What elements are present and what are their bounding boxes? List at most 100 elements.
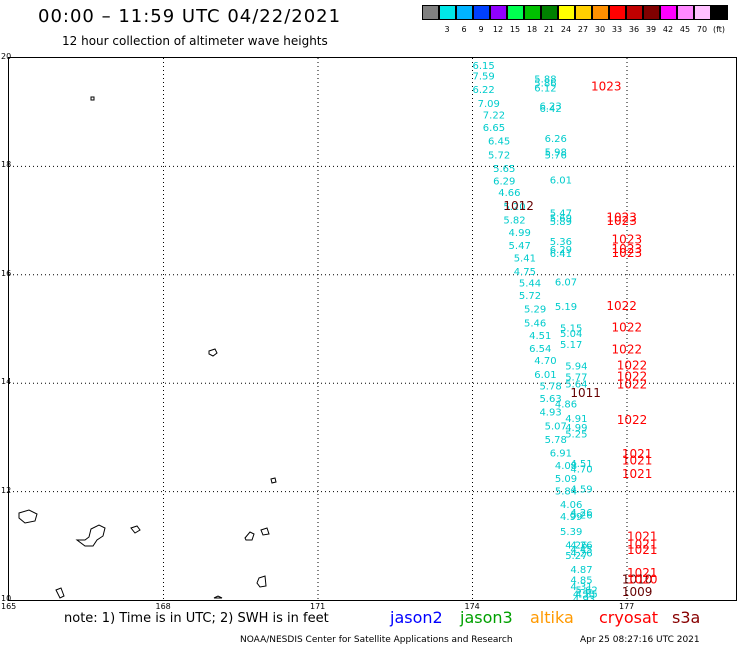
legend-cryosat: cryosat (599, 608, 659, 627)
swh-reading: 4.91 (565, 414, 587, 425)
legend-s3a: s3a (672, 608, 701, 627)
swh-reading: 5.25 (565, 429, 587, 440)
swh-reading: 6.12 (534, 84, 556, 95)
swh-reading: 6.07 (555, 278, 577, 289)
swh-reading: 5.20 (503, 202, 525, 213)
scale-swatch (592, 5, 609, 20)
swh-reading: 6.26 (545, 134, 567, 145)
pressure-reading: 1022 (617, 413, 648, 427)
swh-reading: 5.09 (555, 474, 577, 485)
swh-reading: 5.36 (550, 237, 572, 248)
scale-swatch (609, 5, 626, 20)
footer-note: note: 1) Time is in UTC; 2) SWH is in fe… (64, 611, 329, 626)
legend-jason3: jason3 (460, 608, 513, 627)
pressure-reading: 1020 (627, 573, 658, 587)
pressure-reading: 1010 (622, 573, 653, 587)
swh-reading: 4.99 (509, 228, 531, 239)
credit-line: NOAA/NESDIS Center for Satellite Applica… (240, 635, 513, 645)
swh-reading: 6.45 (488, 137, 510, 148)
scale-swatch (626, 5, 643, 20)
lon-label: 177 (619, 602, 635, 611)
swh-reading: 4.45 (570, 545, 592, 556)
pressure-reading: 1022 (617, 369, 648, 383)
scale-swatch (660, 5, 677, 20)
swh-reading: 6.01 (550, 176, 572, 187)
pressure-reading: 1023 (612, 246, 643, 260)
swh-reading: 5.47 (509, 241, 531, 252)
legend-jason2: jason2 (390, 608, 443, 627)
swh-reading: 6.41 (550, 249, 572, 260)
swh-reading: 6.29 (493, 176, 515, 187)
island-outline (18, 509, 38, 524)
scale-label: 15 (509, 25, 521, 34)
pressure-reading: 1023 (612, 242, 643, 256)
scale-label: (ft) (712, 25, 726, 34)
swh-reading: 4.93 (573, 595, 595, 600)
swh-reading: 7.22 (483, 111, 505, 122)
pressure-reading: 1021 (627, 566, 658, 580)
swh-reading: 5.26 (570, 511, 592, 522)
swh-reading: 5.86 (534, 79, 556, 90)
pressure-reading: 1021 (622, 447, 653, 461)
island-outline (130, 525, 141, 534)
scale-swatch (558, 5, 575, 20)
pressure-reading: 1023 (591, 80, 622, 94)
swh-reading: 6.65 (483, 123, 505, 134)
swh-reading: 5.44 (519, 279, 541, 290)
pressure-reading: 1021 (627, 529, 658, 543)
pressure-reading: 1022 (617, 359, 648, 373)
swh-reading: 7.59 (473, 72, 495, 83)
swh-reading: 4.99 (560, 512, 582, 523)
map-subtitle: 12 hour collection of altimeter wave hei… (62, 34, 328, 48)
swh-reading: 6.54 (529, 344, 551, 355)
swh-reading: 5.19 (555, 302, 577, 313)
scale-label: 36 (628, 25, 640, 34)
swh-reading: 4.51 (529, 331, 551, 342)
scale-swatch (575, 5, 592, 20)
pressure-reading: 1023 (612, 232, 643, 246)
swh-reading: 4.26 (570, 549, 592, 560)
pressure-reading: 1021 (627, 538, 658, 552)
lat-label: 16 (1, 268, 12, 278)
pressure-reading: 1022 (612, 321, 643, 335)
swh-reading: 4.99 (565, 423, 587, 434)
swh-reading: 4.70 (534, 356, 556, 367)
swh-reading: 5.72 (488, 150, 510, 161)
swh-reading: 4.08 (555, 461, 577, 472)
scale-swatch (490, 5, 507, 20)
swh-reading: 6.91 (550, 448, 572, 459)
island-outline (55, 587, 65, 599)
swh-reading: 6.22 (473, 85, 495, 96)
lat-label: 14 (1, 377, 12, 387)
swh-reading: 7.09 (478, 99, 500, 110)
scale-label: 9 (478, 25, 484, 34)
map-title: 00:00 – 11:59 UTC 04/22/2021 (38, 6, 342, 27)
swh-reading: 4.87 (570, 565, 592, 576)
pressure-reading: 1021 (622, 454, 653, 468)
swh-reading: 5.04 (560, 329, 582, 340)
swh-reading: 5.84 (555, 486, 577, 497)
pressure-reading: 1021 (622, 467, 653, 481)
pressure-reading: 1023 (606, 211, 637, 225)
swh-reading: 5.98 (545, 148, 567, 159)
swh-reading: 4.75 (514, 267, 536, 278)
swh-reading: 5.17 (560, 340, 582, 351)
scale-label: 30 (594, 25, 606, 34)
island-outline (90, 96, 95, 101)
scale-swatch (473, 5, 490, 20)
pressure-reading: 1022 (606, 299, 637, 313)
scale-swatch (422, 5, 439, 20)
scale-swatch (456, 5, 473, 20)
swh-reading: 6.15 (473, 61, 495, 72)
island-outline (75, 524, 106, 547)
swh-reading: 4.85 (570, 576, 592, 587)
scale-swatch (541, 5, 558, 20)
island-outline (213, 595, 223, 599)
swh-reading: 6.23 (539, 101, 561, 112)
island-outline (260, 527, 270, 536)
swh-reading: 5.41 (514, 253, 536, 264)
lat-label: 18 (1, 160, 12, 170)
swh-reading: 5.07 (545, 421, 567, 432)
swh-reading: 5.76 (545, 150, 567, 161)
lon-label: 174 (464, 602, 480, 611)
